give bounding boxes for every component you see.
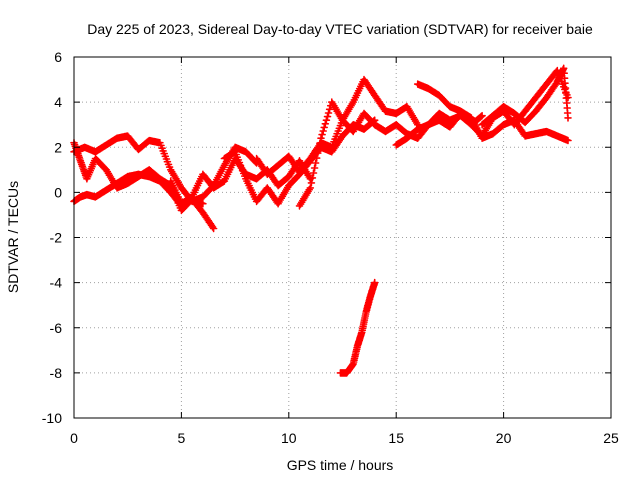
x-tick-label: 5 bbox=[178, 430, 186, 446]
x-tick-label: 20 bbox=[496, 430, 512, 446]
y-tick-label: 2 bbox=[54, 139, 62, 155]
grid-layer bbox=[74, 57, 611, 418]
y-tick-label: -10 bbox=[42, 410, 62, 426]
axis-layer: 0 5 10 15 20 25 -10 -8 -6 -4 -2 0 2 4 6 bbox=[42, 49, 619, 446]
y-tick-label: 6 bbox=[54, 49, 62, 65]
series-satellite-track-6 bbox=[252, 75, 422, 179]
plot-frame bbox=[73, 56, 612, 419]
y-tick-label: 4 bbox=[54, 94, 62, 110]
x-tick-label: 25 bbox=[603, 430, 619, 446]
series-satellite-track-10 bbox=[478, 64, 572, 129]
series-layer bbox=[70, 64, 572, 377]
chart-title: Day 225 of 2023, Sidereal Day-to-day VTE… bbox=[87, 21, 593, 37]
y-tick-label: 0 bbox=[54, 184, 62, 200]
series-satellite-track-8 bbox=[413, 80, 572, 145]
y-tick-label: -2 bbox=[50, 230, 63, 246]
y-tick-label: -6 bbox=[50, 320, 63, 336]
y-tick-label: -8 bbox=[50, 365, 63, 381]
x-tick-label: 15 bbox=[388, 430, 404, 446]
y-axis-label: SDTVAR / TECUs bbox=[5, 181, 21, 293]
x-axis-label: GPS time / hours bbox=[287, 457, 394, 473]
x-tick-label: 10 bbox=[281, 430, 297, 446]
y-tick-label: -4 bbox=[50, 275, 63, 291]
x-tick-label: 0 bbox=[70, 430, 78, 446]
series-satellite-track-11 bbox=[336, 278, 379, 377]
